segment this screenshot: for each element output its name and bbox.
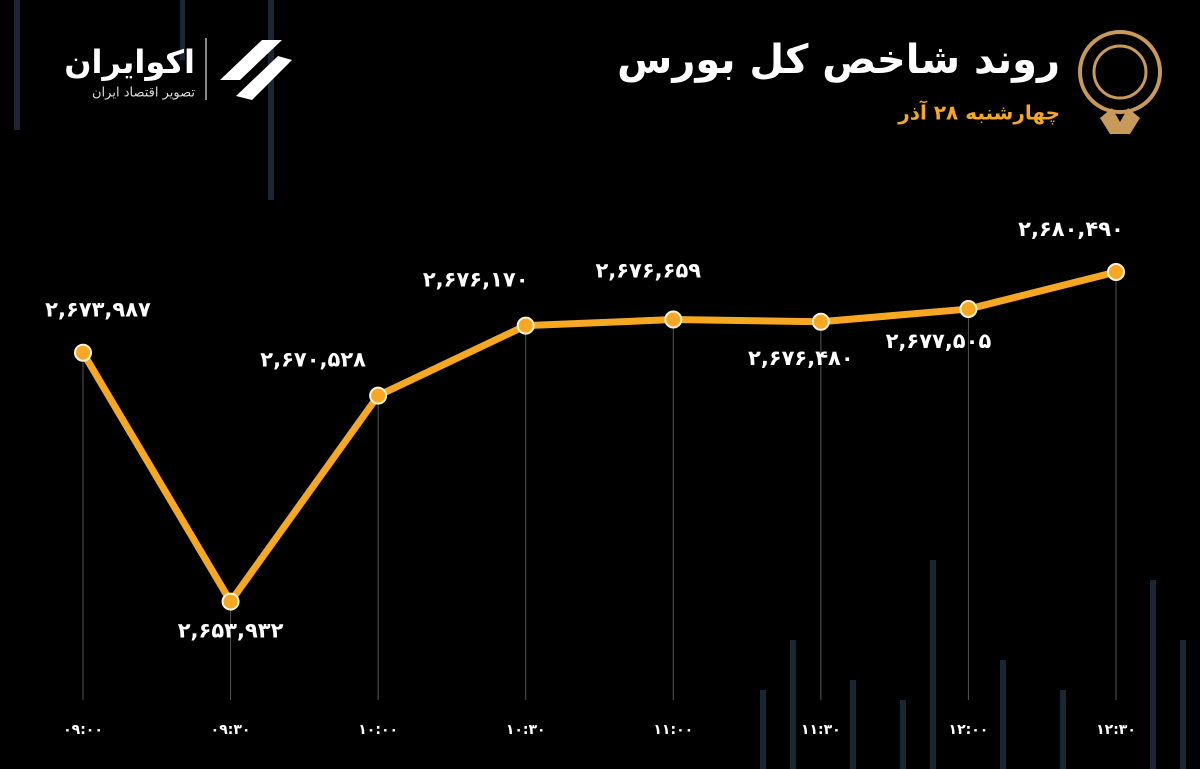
- value-label: ۲,۶۷۶,۴۸۰: [748, 346, 854, 370]
- x-tick-label: ۱۰:۰۰: [358, 722, 398, 738]
- chart-subtitle: چهارشنبه ۲۸ آذر: [897, 100, 1060, 126]
- value-label: ۲,۶۷۶,۱۷۰: [423, 268, 529, 292]
- point: [811, 312, 830, 331]
- x-tick-label: ۱۱:۳۰: [801, 722, 841, 738]
- point: [516, 316, 535, 335]
- brand-logo: اکوایران تصویر اقتصاد ایران: [64, 38, 292, 101]
- point: [369, 386, 388, 405]
- value-label: ۲,۶۷۷,۵۰۵: [886, 329, 992, 353]
- value-label: ۲,۶۵۳,۹۳۲: [178, 619, 284, 643]
- emblem-inner: [1092, 44, 1148, 100]
- point: [74, 343, 92, 362]
- decor-bar: [1150, 580, 1156, 769]
- decor-bar: [268, 0, 274, 200]
- value-label: ۲,۶۸۰,۴۹۰: [1018, 217, 1124, 241]
- point: [1107, 263, 1125, 282]
- emblem-base: [1100, 108, 1140, 134]
- brand-icon: [220, 40, 292, 100]
- emblem: [1078, 30, 1162, 134]
- decor-bar: [930, 560, 936, 769]
- background-decor: [14, 0, 1186, 769]
- x-tick-label: ۱۲:۰۰: [949, 722, 989, 738]
- brand-name: اکوایران: [64, 43, 195, 81]
- x-tick-label: ۱۰:۳۰: [506, 722, 546, 738]
- decor-bar: [1060, 690, 1066, 769]
- chart-title: روند شاخص کل بورس: [617, 37, 1060, 83]
- decor-bar: [850, 680, 856, 769]
- x-tick-label: ۱۱:۰۰: [653, 722, 693, 738]
- decor-bar: [1000, 660, 1006, 769]
- point: [664, 310, 683, 329]
- line: [79, 268, 1117, 606]
- value-label: ۲,۶۷۰,۵۲۸: [260, 348, 366, 372]
- x-tick-label: ۰۹:۰۰: [63, 722, 103, 738]
- brand-divider: [205, 38, 207, 100]
- decor-bar: [790, 640, 796, 769]
- decor-bar: [14, 0, 20, 130]
- x-tick-label: ۱۲:۳۰: [1096, 722, 1136, 738]
- decor-bar: [900, 700, 906, 769]
- point: [959, 300, 978, 319]
- point: [221, 592, 240, 611]
- value-label: ۲,۶۷۶,۶۵۹: [595, 259, 701, 283]
- emblem-ring: [1078, 30, 1162, 114]
- value-label: ۲,۶۷۳,۹۸۷: [45, 298, 151, 322]
- decor-bar: [1180, 640, 1186, 769]
- decor-bar: [760, 690, 766, 769]
- x-tick-label: ۰۹:۳۰: [211, 722, 251, 738]
- brand-tagline: تصویر اقتصاد ایران: [92, 86, 195, 101]
- decor-bar: [180, 0, 185, 60]
